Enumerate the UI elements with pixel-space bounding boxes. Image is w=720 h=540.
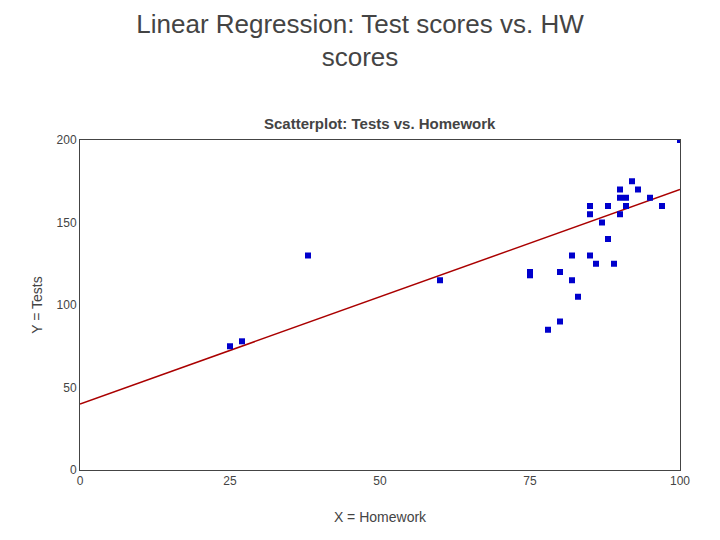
- svg-text:0: 0: [77, 474, 84, 488]
- svg-text:75: 75: [523, 474, 537, 488]
- svg-text:100: 100: [670, 474, 690, 488]
- svg-text:Y = Tests: Y = Tests: [29, 276, 45, 333]
- svg-text:100: 100: [57, 298, 77, 312]
- svg-text:200: 200: [57, 133, 77, 147]
- svg-text:50: 50: [63, 381, 77, 395]
- svg-text:25: 25: [223, 474, 237, 488]
- svg-text:0: 0: [70, 463, 77, 477]
- svg-text:150: 150: [57, 216, 77, 230]
- svg-text:50: 50: [373, 474, 387, 488]
- svg-text:Linear Regression: Test scores: Linear Regression: Test scores vs. HWsco…: [136, 9, 584, 73]
- svg-text:X = Homework: X = Homework: [334, 509, 427, 525]
- svg-text:Scatterplot: Tests vs. Homewor: Scatterplot: Tests vs. Homework: [264, 115, 496, 132]
